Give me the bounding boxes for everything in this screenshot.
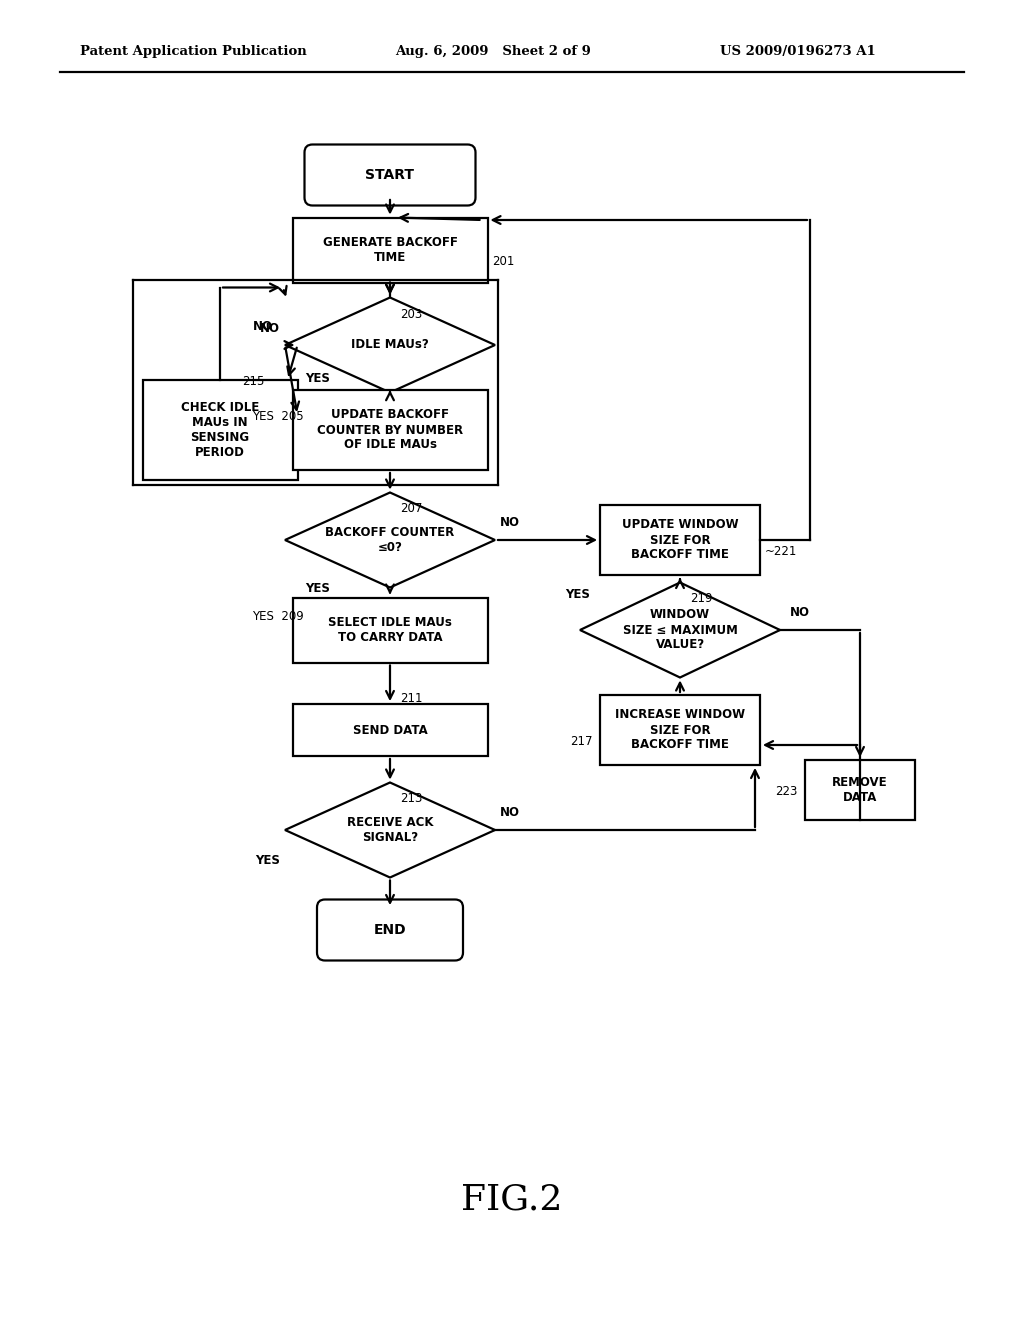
Text: ~221: ~221 — [765, 545, 798, 558]
Polygon shape — [580, 582, 780, 677]
Bar — [805, 760, 915, 820]
Text: END: END — [374, 923, 407, 937]
Text: YES: YES — [305, 371, 330, 384]
Text: 217: 217 — [570, 735, 593, 748]
Text: CHECK IDLE
MAUs IN
SENSING
PERIOD: CHECK IDLE MAUs IN SENSING PERIOD — [181, 401, 259, 459]
Text: NO: NO — [260, 322, 280, 335]
Text: BACKOFF COUNTER
≤0?: BACKOFF COUNTER ≤0? — [326, 525, 455, 554]
Text: 201: 201 — [493, 255, 515, 268]
Text: START: START — [366, 168, 415, 182]
Polygon shape — [285, 297, 495, 392]
Polygon shape — [285, 783, 495, 878]
Text: FIG.2: FIG.2 — [462, 1183, 562, 1217]
Text: 215: 215 — [242, 375, 264, 388]
Text: GENERATE BACKOFF
TIME: GENERATE BACKOFF TIME — [323, 236, 458, 264]
Bar — [600, 506, 760, 576]
Text: NO: NO — [253, 321, 273, 334]
Text: 207: 207 — [400, 503, 422, 516]
Text: NO: NO — [500, 516, 520, 528]
Bar — [293, 389, 487, 470]
Text: SELECT IDLE MAUs
TO CARRY DATA: SELECT IDLE MAUs TO CARRY DATA — [328, 616, 452, 644]
Text: INCREASE WINDOW
SIZE FOR
BACKOFF TIME: INCREASE WINDOW SIZE FOR BACKOFF TIME — [615, 709, 745, 751]
Text: YES  209: YES 209 — [253, 610, 304, 623]
Text: RECEIVE ACK
SIGNAL?: RECEIVE ACK SIGNAL? — [347, 816, 433, 843]
Text: NO: NO — [500, 805, 520, 818]
Text: WINDOW
SIZE ≤ MAXIMUM
VALUE?: WINDOW SIZE ≤ MAXIMUM VALUE? — [623, 609, 737, 652]
Text: NO: NO — [790, 606, 810, 619]
Bar — [293, 704, 487, 756]
Bar — [600, 696, 760, 766]
Text: YES: YES — [565, 589, 590, 602]
FancyBboxPatch shape — [317, 899, 463, 961]
Text: YES  205: YES 205 — [253, 411, 304, 422]
Text: 203: 203 — [400, 308, 422, 321]
Bar — [293, 598, 487, 663]
Text: 223: 223 — [775, 785, 798, 799]
Text: 213: 213 — [400, 792, 422, 805]
Text: US 2009/0196273 A1: US 2009/0196273 A1 — [720, 45, 876, 58]
Text: UPDATE BACKOFF
COUNTER BY NUMBER
OF IDLE MAUs: UPDATE BACKOFF COUNTER BY NUMBER OF IDLE… — [317, 408, 463, 451]
Text: 211: 211 — [400, 692, 423, 705]
Text: YES: YES — [255, 854, 280, 866]
Polygon shape — [285, 492, 495, 587]
Bar — [142, 380, 298, 480]
Text: SEND DATA: SEND DATA — [352, 723, 427, 737]
Text: REMOVE
DATA: REMOVE DATA — [833, 776, 888, 804]
Text: Aug. 6, 2009   Sheet 2 of 9: Aug. 6, 2009 Sheet 2 of 9 — [395, 45, 591, 58]
Text: Patent Application Publication: Patent Application Publication — [80, 45, 307, 58]
Bar — [293, 218, 487, 282]
Text: UPDATE WINDOW
SIZE FOR
BACKOFF TIME: UPDATE WINDOW SIZE FOR BACKOFF TIME — [622, 519, 738, 561]
Text: IDLE MAUs?: IDLE MAUs? — [351, 338, 429, 351]
FancyBboxPatch shape — [304, 144, 475, 206]
Text: 219: 219 — [690, 593, 713, 606]
Text: YES: YES — [305, 582, 330, 594]
